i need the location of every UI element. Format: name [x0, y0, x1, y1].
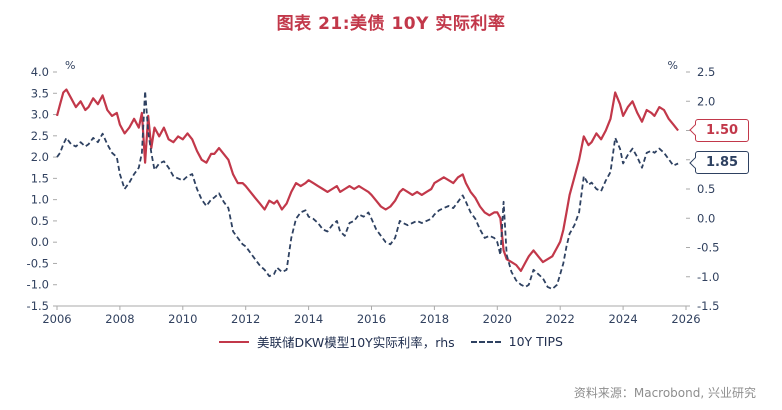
left-axis-tick-label: 1.0 [31, 193, 49, 207]
x-axis-tick-label: 2022 [546, 312, 575, 326]
source-note: 资料来源：Macrobond, 兴业研究 [573, 386, 756, 400]
right-axis-tick-label: 0.5 [697, 182, 715, 196]
left-axis-tick-label: -1.5 [27, 299, 49, 313]
left-axis-tick-label: 0.0 [31, 235, 49, 249]
left-axis-tick-label: 0.5 [31, 214, 49, 228]
legend: 美联储DKW模型10Y实际利率，rhs 10Y TIPS [0, 332, 782, 351]
right-axis-tick-label: 0.0 [697, 211, 715, 225]
right-axis-tick-label: 2.5 [697, 65, 715, 79]
left-axis-tick-label: -1.0 [27, 278, 49, 292]
x-axis-tick-label: 2026 [671, 312, 700, 326]
tips-series-line [56, 90, 679, 290]
x-axis-tick-label: 2016 [357, 312, 386, 326]
chart-title: 图表 21:美债 10Y 实际利率 [276, 14, 506, 34]
left-axis-tick-label: 3.0 [31, 108, 49, 122]
left-axis-unit-label: % [65, 59, 75, 72]
right-axis-tick-label: -1.5 [697, 299, 719, 313]
dkw-series-line [55, 88, 679, 272]
left-axis-tick-label: 3.5 [31, 86, 49, 100]
legend-item-dkw: 美联储DKW模型10Y实际利率，rhs [219, 332, 455, 351]
right-axis-tick-label: -1.0 [697, 270, 719, 284]
tips-line-swatch-icon [470, 340, 501, 343]
legend-label-dkw: 美联储DKW模型10Y实际利率，rhs [257, 335, 455, 350]
legend-item-tips: 10Y TIPS [470, 334, 563, 349]
callout-tips-value: 1.85 [689, 151, 750, 175]
right-axis-unit-label: % [668, 59, 678, 72]
x-axis-tick-label: 2018 [420, 312, 449, 326]
x-axis-tick-label: 2010 [168, 312, 197, 326]
left-axis-tick-label: 2.0 [31, 150, 49, 164]
right-axis-tick-label: 2.0 [697, 94, 715, 108]
callout-dkw-value: 1.50 [689, 118, 750, 142]
callout-dkw-label: 1.50 [706, 122, 739, 138]
left-axis-tick-label: -0.5 [27, 256, 49, 270]
x-axis-tick-label: 2024 [608, 312, 637, 326]
left-axis-tick-label: 2.5 [31, 129, 49, 143]
x-axis-tick-label: 2006 [42, 312, 71, 326]
left-axis-tick-label: 4.0 [31, 65, 49, 79]
x-axis-tick-label: 2012 [231, 312, 260, 326]
callout-tips-label: 1.85 [706, 155, 739, 171]
x-axis-tick-label: 2014 [294, 312, 323, 326]
x-axis-tick-label: 2008 [105, 312, 134, 326]
right-axis-tick-label: -0.5 [697, 241, 719, 255]
dkw-line-swatch-icon [219, 340, 250, 343]
x-axis-tick-label: 2020 [483, 312, 512, 326]
legend-label-tips: 10Y TIPS [508, 334, 563, 349]
left-axis-tick-label: 1.5 [31, 171, 49, 185]
